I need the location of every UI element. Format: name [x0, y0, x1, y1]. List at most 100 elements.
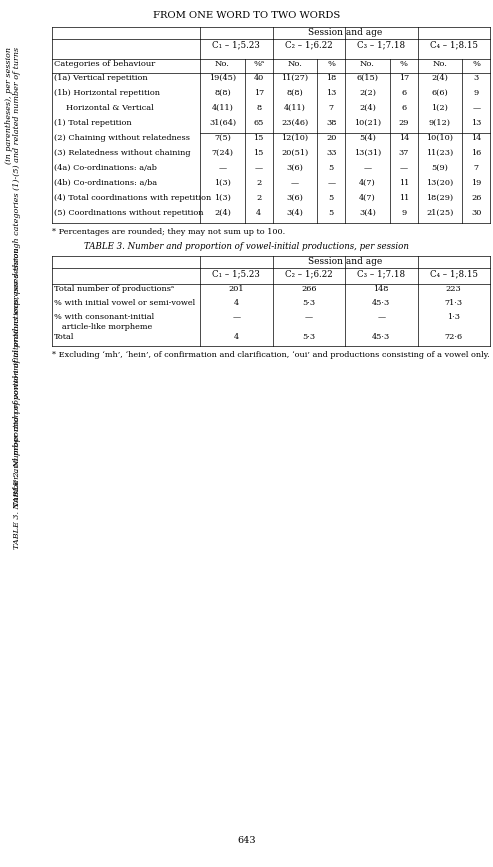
Text: 2: 2 — [256, 179, 261, 187]
Text: TABLE 2. Number and proportion of intentions expressed through categories (1)-(5: TABLE 2. Number and proportion of intent… — [13, 47, 21, 507]
Text: 38: 38 — [326, 119, 336, 127]
Text: (1b) Horizontal repetition: (1b) Horizontal repetition — [54, 89, 160, 97]
Text: Total number of productionsᵃ: Total number of productionsᵃ — [54, 285, 174, 293]
Text: % with consonant-initial: % with consonant-initial — [54, 313, 154, 321]
Text: No.: No. — [287, 60, 302, 68]
Text: %: % — [472, 60, 480, 68]
Text: 4(7): 4(7) — [359, 179, 376, 187]
Text: Session and age: Session and age — [308, 28, 382, 37]
Text: 2(4): 2(4) — [431, 74, 449, 82]
Text: No.: No. — [432, 60, 448, 68]
Text: 11: 11 — [399, 179, 409, 187]
Text: 2(4): 2(4) — [359, 104, 376, 112]
Text: 5: 5 — [329, 194, 334, 202]
Text: 266: 266 — [301, 285, 317, 293]
Text: 33: 33 — [326, 149, 337, 157]
Text: %ᵃ: %ᵃ — [253, 60, 264, 68]
Text: C₄ – 1;8.15: C₄ – 1;8.15 — [430, 40, 478, 49]
Text: article-like morpheme: article-like morpheme — [54, 323, 152, 331]
Text: —: — — [472, 104, 480, 112]
Text: 15: 15 — [253, 149, 264, 157]
Text: 9: 9 — [474, 89, 479, 97]
Text: % with initial vowel or semi-vowel: % with initial vowel or semi-vowel — [54, 299, 195, 307]
Text: (4) Total coordinations with repetition: (4) Total coordinations with repetition — [54, 194, 211, 202]
Text: 7: 7 — [329, 104, 334, 112]
Text: 31(64): 31(64) — [209, 119, 236, 127]
Text: 18(29): 18(29) — [426, 194, 454, 202]
Text: 8(8): 8(8) — [286, 89, 303, 97]
Text: 7(24): 7(24) — [211, 149, 234, 157]
Text: 26: 26 — [471, 194, 481, 202]
Text: 643: 643 — [237, 836, 256, 845]
Text: 65: 65 — [253, 119, 264, 127]
Text: 29: 29 — [398, 119, 409, 127]
Text: 1(2): 1(2) — [431, 104, 449, 112]
Text: 13: 13 — [471, 119, 481, 127]
Text: 11(27): 11(27) — [282, 74, 309, 82]
Text: 5·3: 5·3 — [302, 333, 316, 341]
Text: —: — — [327, 179, 335, 187]
Text: %: % — [400, 60, 408, 68]
Text: 72·6: 72·6 — [445, 333, 463, 341]
Text: 40: 40 — [253, 74, 264, 82]
Text: 12(10): 12(10) — [282, 134, 309, 142]
Text: 19(45): 19(45) — [209, 74, 236, 82]
Text: Horizontal & Vertical: Horizontal & Vertical — [66, 104, 154, 112]
Text: 10(10): 10(10) — [426, 134, 454, 142]
Text: 4(11): 4(11) — [211, 104, 233, 112]
Text: 9: 9 — [401, 209, 406, 217]
Text: * Percentages are rounded; they may not sum up to 100.: * Percentages are rounded; they may not … — [52, 228, 285, 236]
Text: * Excluding ‘mh’, ‘hein’, of confirmation and clarification, ‘oui’ and productio: * Excluding ‘mh’, ‘hein’, of confirmatio… — [52, 351, 490, 359]
Text: 2: 2 — [256, 194, 261, 202]
Text: 37: 37 — [398, 149, 409, 157]
Text: 6(6): 6(6) — [431, 89, 448, 97]
Text: (1a) Vertical repetition: (1a) Vertical repetition — [54, 74, 147, 82]
Text: 23(46): 23(46) — [282, 119, 309, 127]
Text: 3(4): 3(4) — [286, 209, 303, 217]
Text: (2) Chaining without relatedness: (2) Chaining without relatedness — [54, 134, 190, 142]
Text: 11: 11 — [399, 194, 409, 202]
Text: 5: 5 — [329, 209, 334, 217]
Text: 7: 7 — [474, 164, 479, 172]
Text: (4b) Co-ordinations: a/ba: (4b) Co-ordinations: a/ba — [54, 179, 157, 187]
Text: 4: 4 — [256, 209, 261, 217]
Text: 3: 3 — [474, 74, 479, 82]
Text: C₃ – 1;7.18: C₃ – 1;7.18 — [357, 40, 405, 49]
Text: 148: 148 — [374, 285, 389, 293]
Text: 18: 18 — [326, 74, 336, 82]
Text: —: — — [305, 313, 313, 321]
Text: 15: 15 — [253, 134, 264, 142]
Text: —: — — [291, 179, 299, 187]
Text: (5) Coordinations without repetition: (5) Coordinations without repetition — [54, 209, 204, 217]
Text: 201: 201 — [228, 285, 244, 293]
Text: 4: 4 — [234, 299, 239, 307]
Text: —: — — [400, 164, 408, 172]
Text: (3) Relatedness without chaining: (3) Relatedness without chaining — [54, 149, 190, 157]
Text: 45·3: 45·3 — [372, 299, 390, 307]
Text: FROM ONE WORD TO TWO WORDS: FROM ONE WORD TO TWO WORDS — [153, 11, 340, 20]
Text: 14: 14 — [399, 134, 409, 142]
Text: (4a) Co-ordinations: a/ab: (4a) Co-ordinations: a/ab — [54, 164, 157, 172]
Text: 45·3: 45·3 — [372, 333, 390, 341]
Text: —: — — [218, 164, 227, 172]
Text: No.: No. — [215, 60, 230, 68]
Text: C₄ – 1;8.15: C₄ – 1;8.15 — [430, 269, 478, 278]
Text: C₂ – 1;6.22: C₂ – 1;6.22 — [285, 269, 333, 278]
Text: 14: 14 — [471, 134, 481, 142]
Text: 6: 6 — [401, 89, 406, 97]
Text: 5(4): 5(4) — [359, 134, 376, 142]
Text: 9(12): 9(12) — [429, 119, 451, 127]
Text: TABLE 3. Number and proportion of vowel-initial productions, per session: TABLE 3. Number and proportion of vowel-… — [13, 247, 21, 549]
Text: Session and age: Session and age — [308, 257, 382, 266]
Text: 4(7): 4(7) — [359, 194, 376, 202]
Text: Categories of behaviour: Categories of behaviour — [54, 60, 155, 68]
Text: 223: 223 — [446, 285, 461, 293]
Text: 71·3: 71·3 — [445, 299, 463, 307]
Text: 20(51): 20(51) — [282, 149, 309, 157]
Text: 2(2): 2(2) — [359, 89, 376, 97]
Text: 4: 4 — [234, 333, 239, 341]
Text: —: — — [255, 164, 263, 172]
Text: 13(20): 13(20) — [426, 179, 454, 187]
Text: 5(9): 5(9) — [431, 164, 449, 172]
Text: 20: 20 — [326, 134, 336, 142]
